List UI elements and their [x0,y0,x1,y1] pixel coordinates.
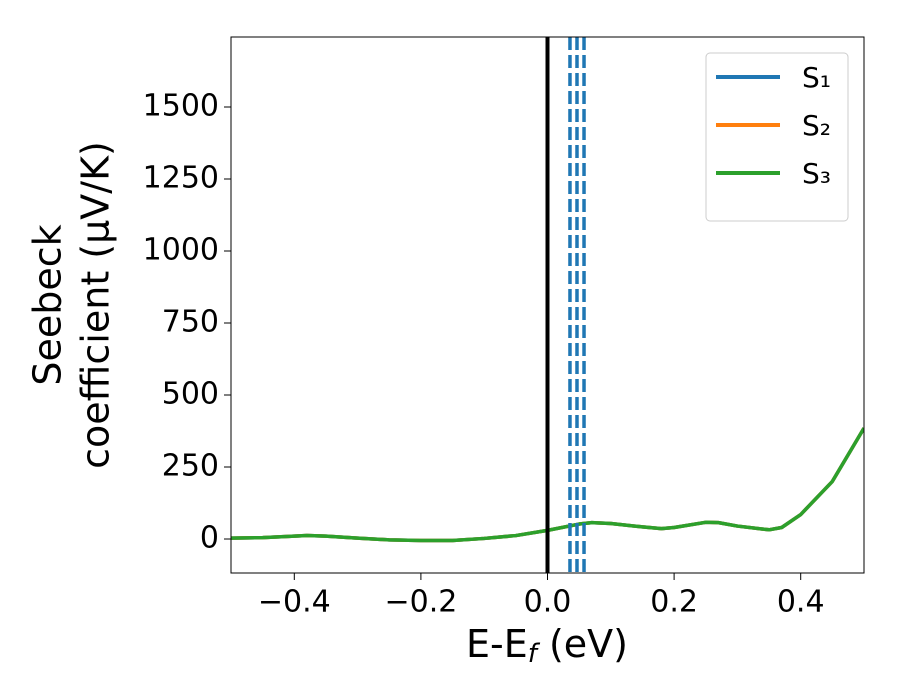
y-tick-label: 250 [162,449,219,484]
x-axis-label: E-Ef (eV) [466,622,628,669]
legend-box [705,52,849,222]
plot-frame [230,36,865,574]
x-label-main: E-E [466,622,528,666]
y-tick-label: 1250 [143,160,219,195]
legend-label: S₁ [802,61,831,94]
x-tick-label: 0.0 [524,585,572,620]
y-tick-label: 500 [162,377,219,412]
legend-label: S₂ [802,109,831,142]
x-tick-label: −0.4 [258,585,331,620]
x-tick-label: 0.2 [650,585,698,620]
x-tick-label: −0.2 [384,585,457,620]
y-axis-label: coefficient (μV/K) [74,141,118,469]
y-tick-label: 1500 [143,88,219,123]
legend-label: S₃ [802,157,831,190]
y-tick-label: 0 [200,521,219,556]
y-tick-label: 750 [162,305,219,340]
y-axis-label: Seebeck [26,224,70,385]
y-tick-label: 1000 [143,232,219,267]
x-label-rest: (eV) [537,622,628,666]
plot-area [231,37,864,573]
x-tick-label: 0.4 [777,585,825,620]
